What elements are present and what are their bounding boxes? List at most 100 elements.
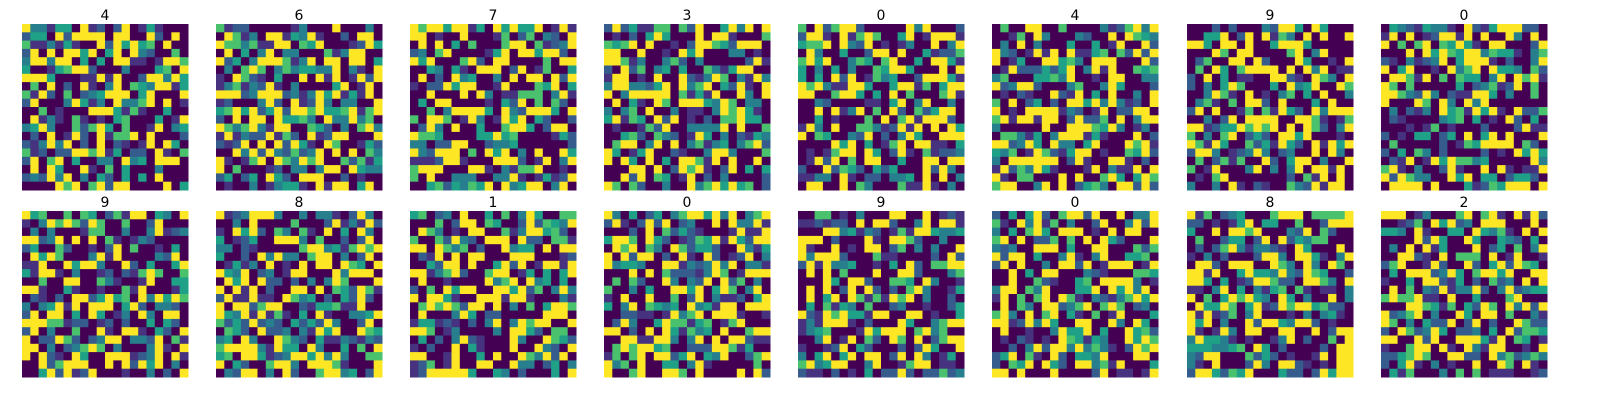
pixel-cell [299,165,308,174]
pixel-cell [678,156,688,166]
pixel-cell [80,360,89,370]
pixel-cell [290,235,300,245]
pixel-cell [1430,40,1440,50]
pixel-cell [1439,140,1448,149]
pixel-cell [121,140,131,149]
pixel-cell [1513,165,1523,174]
pixel-cell [138,302,147,312]
pixel-cell [1016,40,1026,50]
pixel-cell [1505,181,1515,191]
pixel-cell [955,24,965,33]
pixel-cell [1195,156,1205,166]
pixel-cell [323,277,333,287]
pixel-cell [282,335,292,345]
pixel-cell [501,73,511,83]
pixel-cell [240,294,250,303]
pixel-cell [365,40,375,50]
pixel-cell [1091,140,1101,149]
pixel-cell [434,252,444,262]
pixel-cell [1389,165,1399,174]
pixel-cell [745,285,754,295]
pixel-cell [1008,48,1018,58]
pixel-cell [831,173,840,183]
pixel-cell [1480,181,1490,191]
pixel-cell [822,82,832,91]
pixel-cell [947,219,957,229]
pixel-cell [1211,140,1221,149]
pixel-cell [526,310,535,320]
pixel-cell [1538,40,1548,50]
pixel-cell [138,310,147,320]
pixel-cell [822,40,832,50]
pixel-cell [1041,165,1051,174]
pixel-cell [551,310,560,320]
pixel-cell [434,269,444,278]
pixel-cell [559,90,569,100]
pixel-cell [822,269,832,278]
pixel-cell [889,65,899,75]
pixel-cell [1389,32,1399,42]
pixel-cell [1311,140,1321,149]
pixel-cell [121,107,131,116]
pixel-cell [872,131,882,141]
pixel-cell [1439,173,1448,183]
pixel-cell [1187,156,1196,166]
pixel-cell [881,165,890,174]
pixel-cell [96,285,106,295]
pixel-cell [357,140,366,149]
pixel-cell [138,252,147,262]
pixel-cell [1041,107,1051,116]
pixel-cell [703,252,713,262]
pixel-cell [670,57,680,66]
pixel-cell [637,140,646,149]
pixel-cell [645,148,655,158]
pixel-cell [1270,98,1279,108]
pixel-cell [410,235,419,245]
pixel-cell [410,260,419,270]
pixel-cell [992,90,1001,100]
pixel-cell [1472,98,1482,108]
pixel-cell [628,24,638,33]
pixel-cell [443,40,452,50]
pixel-cell [216,123,225,133]
pixel-cell [831,107,840,116]
pixel-cell [459,32,469,42]
pixel-cell [332,211,341,220]
pixel-cell [559,73,569,83]
pixel-cell [1116,32,1126,42]
pixel-cell [265,211,275,220]
pixel-cell [315,115,325,125]
pixel-cell [63,244,73,253]
pixel-cell [484,123,494,133]
pixel-cell [526,335,535,345]
pixel-cell [1033,165,1043,174]
pixel-cell [38,98,48,108]
pixel-cell [46,343,56,353]
pixel-cell [71,57,81,66]
pixel-cell [620,235,630,245]
pixel-cell [1149,24,1159,33]
pixel-cell [484,40,494,50]
pixel-cell [761,368,771,378]
pixel-cell [179,277,189,287]
pixel-cell [63,65,73,75]
pixel-cell [1328,90,1337,100]
pixel-cell [249,227,258,237]
pixel-cell [1236,57,1246,66]
pixel-cell [216,310,225,320]
pixel-cell [930,244,940,253]
panels-group: 4 6 7 3 0 4 9 09 8 1 0 9 0 8 2 [22,8,1548,378]
pixel-cell [468,235,477,245]
pixel-cell [628,235,638,245]
pixel-cell [257,115,267,125]
pixel-cell [1480,173,1490,183]
pixel-cell [1000,65,1010,75]
pixel-cell [146,227,156,237]
pixel-cell [1538,107,1548,116]
pixel-cell [113,48,123,58]
pixel-cell [1538,32,1548,42]
pixel-cell [1389,123,1399,133]
pixel-cell [1286,107,1296,116]
pixel-cell [357,244,366,253]
pixel-cell [897,173,907,183]
